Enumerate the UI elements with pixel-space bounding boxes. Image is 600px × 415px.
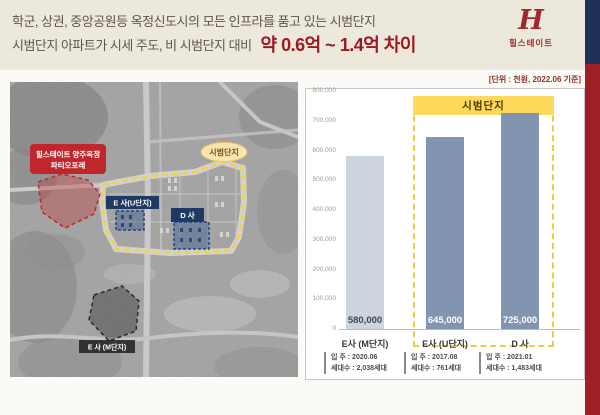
accent-stripe-red xyxy=(585,64,600,415)
complex-u-area xyxy=(115,210,145,231)
household-count: 세대수 : 1,483세대 xyxy=(486,365,542,372)
map-buildings xyxy=(160,176,229,237)
price-bar-2: 645,000 xyxy=(426,137,464,329)
category-label: D 사 xyxy=(511,339,529,349)
complex-d-area xyxy=(173,221,210,250)
map-terrain xyxy=(10,82,298,377)
price-bar-3: 725,000 xyxy=(501,113,539,329)
svg-text:E 사(U단지): E 사(U단지) xyxy=(113,198,152,208)
move-in-date: 입 주 : 2021.01 xyxy=(486,354,533,361)
headline-line2: 시범단지 아파트가 시세 주도, 비 시범단지 대비 약 0.6억 ~ 1.4억… xyxy=(12,31,416,57)
svg-text:D 사: D 사 xyxy=(180,210,195,220)
category-label: E사 (M단지) xyxy=(341,339,389,349)
complex-m-area xyxy=(88,285,140,342)
accent-stripe xyxy=(585,0,600,415)
complex-d-label: D 사 xyxy=(171,208,204,222)
y-tick-label: 100,000 xyxy=(312,295,337,303)
y-tick-label: 0 xyxy=(332,325,336,332)
chart-unit-note: [단위 : 천원, 2022.06 기준] xyxy=(488,75,581,84)
pilot-zone-highlight-box: 시범단지 xyxy=(413,96,554,347)
price-value-label: 580,000 xyxy=(347,315,383,326)
accent-stripe-navy xyxy=(585,0,600,64)
svg-text:파티오포레: 파티오포레 xyxy=(51,160,86,170)
household-count: 세대수 : 761세대 xyxy=(411,365,462,372)
y-tick-label: 200,000 xyxy=(312,265,337,273)
move-in-date: 입 주 : 2017.08 xyxy=(411,354,458,361)
y-tick-label: 400,000 xyxy=(312,206,337,213)
complex-u-label: E 사(U단지) xyxy=(106,196,159,209)
y-tick-label: 500,000 xyxy=(312,176,337,184)
project-label: 힐스테이트 양주옥정 파티오포레 xyxy=(30,144,106,174)
price-value-label: 645,000 xyxy=(427,315,463,326)
project-parcel xyxy=(37,173,101,229)
svg-text:시범단지: 시범단지 xyxy=(209,147,238,157)
svg-text:E 사 (M단지): E 사 (M단지) xyxy=(88,343,126,352)
move-in-date: 입 주 : 2020.06 xyxy=(331,354,378,361)
y-tick-label: 600,000 xyxy=(312,146,337,154)
brand-name: 힐스테이트 xyxy=(508,38,554,48)
chart-panel: 800,000 700,000 600,000 500,000 400,000 300,0… xyxy=(305,87,585,380)
satellite-map: 시범단지 힐스테이트 양주옥정 파티오포레 E 사(U단지) xyxy=(10,82,298,377)
complex-detail: 입 주 : 2017.08 세대수 : 761세대 xyxy=(404,352,488,374)
price-bar-1: 580,000 xyxy=(346,156,384,329)
y-tick-label: 300,000 xyxy=(312,235,337,243)
pilot-zone-boundary xyxy=(100,160,246,255)
complex-detail: 입 주 : 2020.06 세대수 : 2,038세대 xyxy=(324,352,408,374)
price-value-label: 725,000 xyxy=(502,315,538,326)
satellite-map-svg: 시범단지 힐스테이트 양주옥정 파티오포레 E 사(U단지) xyxy=(10,82,298,377)
pilot-zone-banner: 시범단지 xyxy=(413,96,554,115)
brand-logo: H 힐스테이트 xyxy=(502,6,560,49)
svg-text:힐스테이트 양주옥정: 힐스테이트 양주옥정 xyxy=(36,149,100,159)
x-axis-line xyxy=(339,329,580,330)
headline-line2-text: 시범단지 아파트가 시세 주도, 비 시범단지 대비 xyxy=(12,37,252,53)
complex-m-label: E 사 (M단지) xyxy=(79,340,135,353)
hillstate-monogram-icon: H xyxy=(518,5,544,36)
category-label: E사 (U단지) xyxy=(422,339,468,349)
y-tick-label: 700,000 xyxy=(312,116,337,124)
household-count: 세대수 : 2,038세대 xyxy=(331,365,387,372)
complex-detail: 입 주 : 2021.01 세대수 : 1,483세대 xyxy=(479,352,563,374)
headline-line1: 학군, 상권, 중앙공원등 옥정신도시의 모든 인프라를 품고 있는 시범단지 xyxy=(12,14,376,29)
headline-price-gap: 약 0.6억 ~ 1.4억 차이 xyxy=(260,35,417,55)
y-tick-label: 800,000 xyxy=(312,87,337,94)
pilot-zone-label: 시범단지 xyxy=(200,142,248,162)
header: 학군, 상권, 중앙공원등 옥정신도시의 모든 인프라를 품고 있는 시범단지 … xyxy=(0,0,585,70)
